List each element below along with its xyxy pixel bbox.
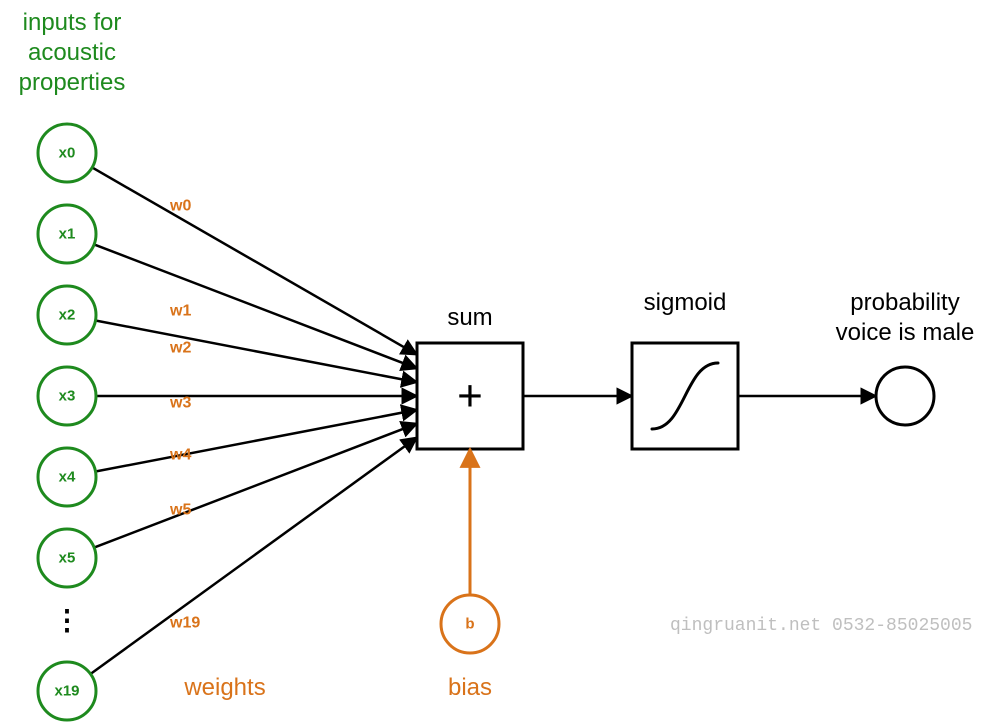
inputs-title-line: acoustic: [28, 39, 116, 66]
weight-label: w19: [169, 615, 200, 632]
weight-label: w2: [169, 340, 191, 357]
output-node: [876, 367, 934, 425]
weight-edge: [95, 320, 417, 382]
weight-label: w3: [169, 395, 191, 412]
inputs-title-line: properties: [19, 69, 126, 96]
weight-edge: [90, 437, 417, 674]
input-node-label: x19: [54, 683, 79, 700]
sum-title: sum: [447, 304, 492, 331]
weight-label: w5: [169, 502, 191, 519]
weight-edge: [95, 410, 417, 472]
input-node-label: x4: [59, 469, 76, 486]
input-node-label: x3: [59, 388, 76, 405]
weight-label: w0: [169, 198, 191, 215]
watermark-text: qingruanit.net 0532-85025005: [670, 616, 972, 636]
output-title-line: probability: [850, 289, 959, 316]
inputs-title-line: inputs for: [23, 9, 122, 36]
bias-node-label: b: [465, 616, 474, 633]
input-node-label: x5: [59, 550, 76, 567]
sum-symbol: +: [457, 372, 483, 421]
weight-label: w1: [169, 303, 191, 320]
bias-section-label: bias: [448, 674, 492, 701]
weights-section-label: weights: [183, 674, 265, 701]
input-ellipsis: ⋮: [53, 605, 81, 636]
input-node-label: x1: [59, 226, 76, 243]
weight-label: w4: [169, 447, 191, 464]
input-node-label: x0: [59, 145, 76, 162]
sigmoid-title: sigmoid: [644, 289, 727, 316]
output-title-line: voice is male: [836, 319, 975, 346]
input-node-label: x2: [59, 307, 76, 324]
weight-edge: [94, 424, 417, 548]
